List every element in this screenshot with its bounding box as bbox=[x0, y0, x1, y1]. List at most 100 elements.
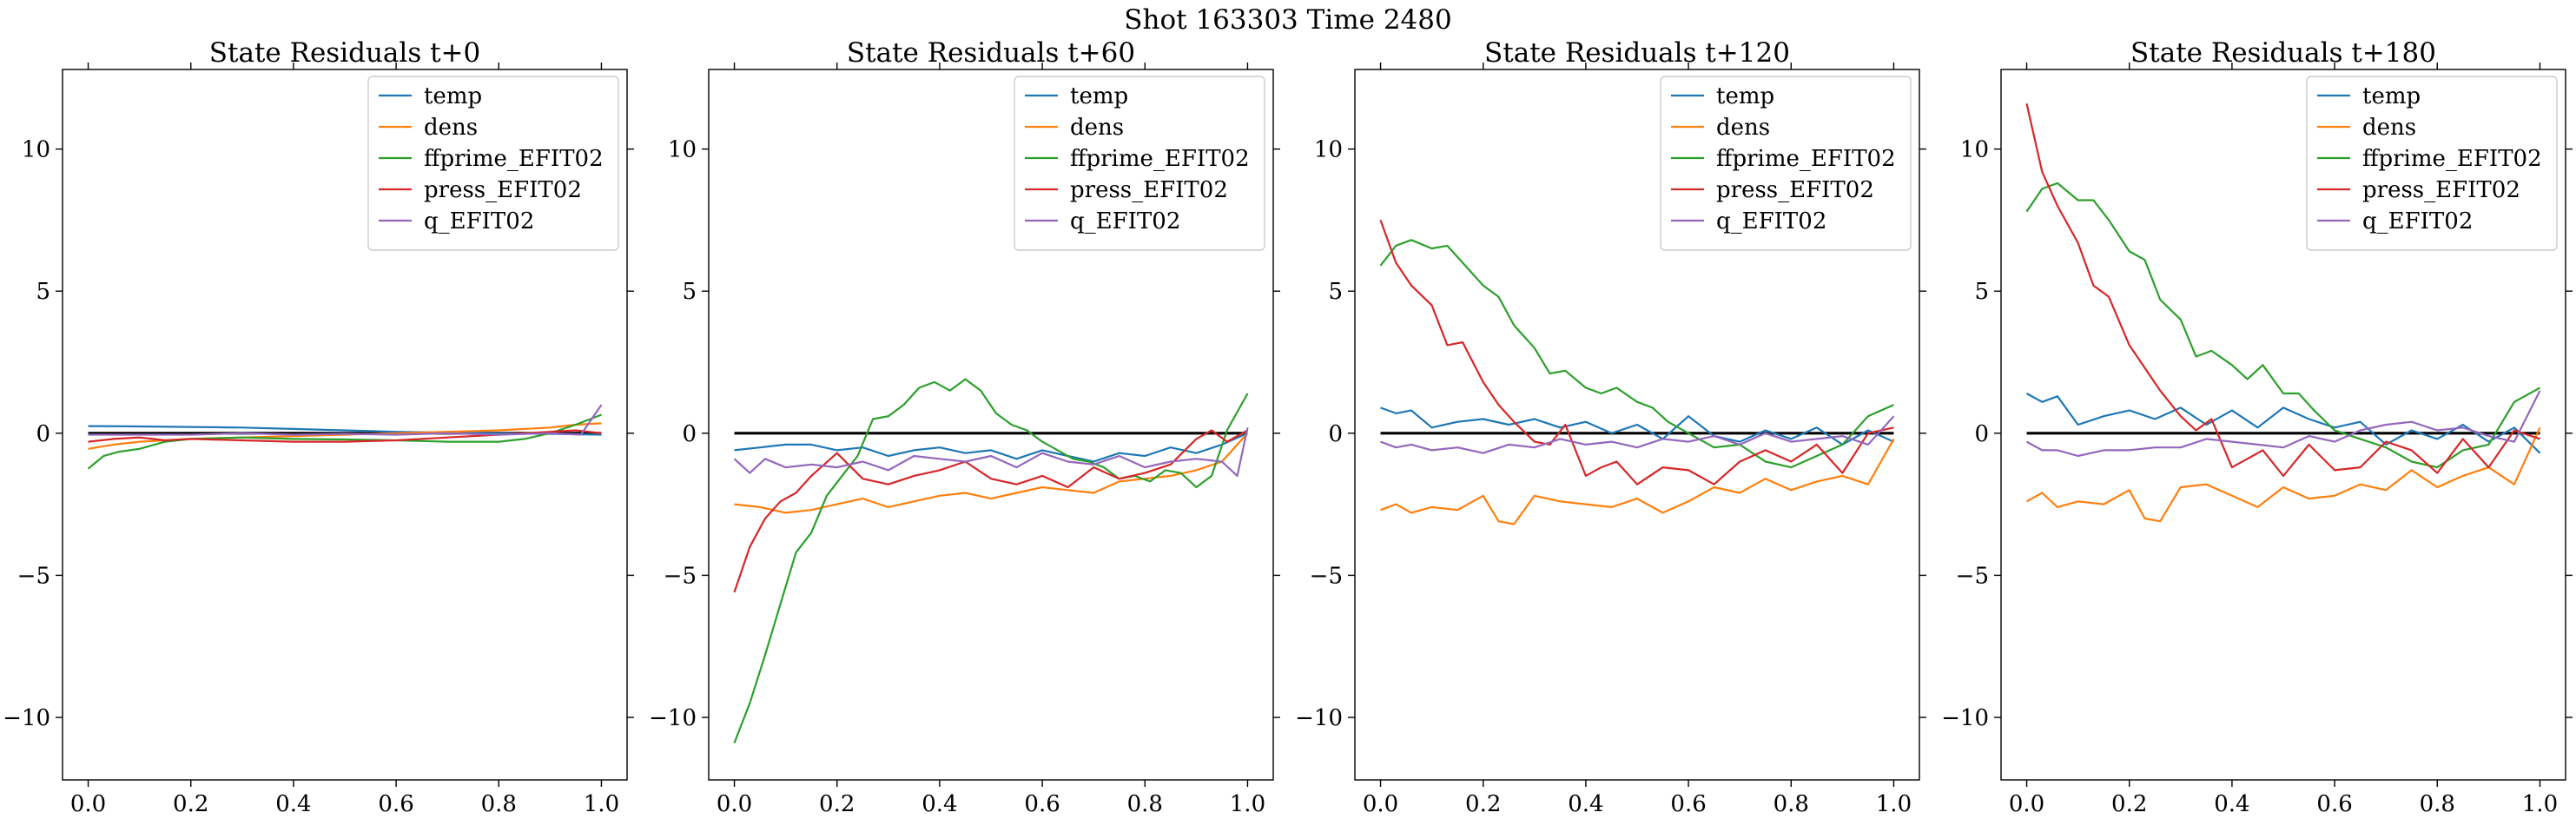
x-tick-label: 1.0 bbox=[1876, 791, 1912, 817]
legend-label: ffprime_EFIT02 bbox=[424, 146, 604, 172]
x-tick-label: 0.8 bbox=[2420, 791, 2455, 817]
x-tick-label: 0.8 bbox=[1773, 791, 1809, 817]
series-line-ffprime-efit02 bbox=[733, 378, 1249, 743]
y-tick-label: 10 bbox=[22, 137, 50, 163]
axes-frame bbox=[1354, 69, 1920, 781]
legend-label: q_EFIT02 bbox=[1716, 208, 1826, 234]
x-tick-label: 0.8 bbox=[481, 791, 517, 817]
y-tick-label: 0 bbox=[682, 421, 697, 447]
series-line-q-efit02 bbox=[1380, 415, 1895, 454]
x-tick-label: 0.6 bbox=[2316, 791, 2352, 817]
series-line-ffprime-efit02 bbox=[87, 413, 602, 470]
legend-label: temp bbox=[424, 83, 482, 109]
subplot-title: State Residuals t+180 bbox=[2130, 37, 2436, 69]
subplots: State Residuals t+0 0.0 0.2 0.4 0.6 0.8 1.0 −10… bbox=[3, 37, 2573, 817]
series-line-ffprime-efit02 bbox=[1379, 239, 1894, 469]
legend-label: temp bbox=[1070, 83, 1128, 109]
x-tick-label: 0.6 bbox=[1670, 791, 1706, 817]
x-tick-label: 1.0 bbox=[1230, 791, 1265, 817]
y-tick-label: 0 bbox=[36, 421, 50, 447]
legend-box bbox=[2306, 76, 2558, 251]
x-tick-label: 0.4 bbox=[2214, 791, 2249, 817]
subplot-1: State Residuals t+0 0.0 0.2 0.4 0.6 0.8 1.0 −10… bbox=[3, 37, 634, 817]
x-tick-label: 0.6 bbox=[378, 791, 413, 817]
y-tick-label: −10 bbox=[1941, 705, 1989, 731]
legend-label: temp bbox=[2362, 83, 2421, 109]
subplot-3: State Residuals t+120 0.0 0.2 0.4 0.6 0.8 1.0 −… bbox=[1295, 37, 1926, 817]
y-tick-label: 0 bbox=[1328, 421, 1343, 447]
series-line-dens bbox=[2025, 426, 2541, 523]
x-tick-label: 0.0 bbox=[717, 791, 752, 817]
legend-label: dens bbox=[1716, 115, 1770, 141]
series-line-dens bbox=[1380, 438, 1895, 525]
x-tick-label: 0.2 bbox=[2111, 791, 2147, 817]
x-tick-label: 0.2 bbox=[1465, 791, 1501, 817]
legend-box bbox=[1014, 76, 1265, 251]
legend-label: ffprime_EFIT02 bbox=[2362, 146, 2542, 172]
x-tick-label: 0.8 bbox=[1127, 791, 1163, 817]
y-tick-label: 10 bbox=[1314, 137, 1343, 163]
y-tick-label: 5 bbox=[1328, 279, 1343, 305]
subplot-4: State Residuals t+180 0.0 0.2 0.4 0.6 0.8 1.0 −… bbox=[1941, 37, 2573, 817]
legend-label: dens bbox=[424, 115, 478, 141]
legend-label: press_EFIT02 bbox=[424, 177, 582, 203]
y-tick-label: 5 bbox=[682, 279, 697, 305]
x-tick-label: 0.4 bbox=[275, 791, 311, 817]
y-tick-label: 0 bbox=[1974, 421, 1989, 447]
legend-label: ffprime_EFIT02 bbox=[1716, 146, 1896, 172]
legend-label: q_EFIT02 bbox=[2362, 208, 2473, 234]
legend-label: q_EFIT02 bbox=[1070, 208, 1180, 234]
series-line-press-efit02 bbox=[733, 429, 1249, 593]
legend: temp dens ffprime_EFIT02 press_EFIT02 q_EFIT… bbox=[367, 76, 619, 251]
subplot-title: State Residuals t+120 bbox=[1484, 37, 1790, 69]
x-tick-label: 0.2 bbox=[819, 791, 855, 817]
x-tick-label: 0.4 bbox=[921, 791, 957, 817]
legend-label: press_EFIT02 bbox=[1716, 177, 1874, 203]
x-tick-label: 0.0 bbox=[1363, 791, 1398, 817]
series-line-temp bbox=[2025, 393, 2541, 454]
x-tick-label: 0.4 bbox=[1568, 791, 1603, 817]
axes-frame bbox=[708, 69, 1274, 781]
series-line-q-efit02 bbox=[88, 404, 603, 436]
legend-label: dens bbox=[2362, 115, 2416, 141]
x-tick-label: 1.0 bbox=[584, 791, 619, 817]
x-tick-label: 1.0 bbox=[2522, 791, 2558, 817]
y-tick-label: −10 bbox=[3, 705, 50, 731]
figure-suptitle: Shot 163303 Time 2480 bbox=[1124, 4, 1451, 36]
series-line-q-efit02 bbox=[733, 427, 1249, 478]
axes-frame bbox=[62, 69, 628, 781]
subplot-title: State Residuals t+60 bbox=[847, 37, 1135, 69]
y-tick-label: 10 bbox=[1960, 137, 1989, 163]
series-line-press-efit02 bbox=[2025, 103, 2540, 478]
series-line-q-efit02 bbox=[2025, 390, 2541, 458]
legend: temp dens ffprime_EFIT02 press_EFIT02 q_EFIT… bbox=[1014, 76, 1265, 251]
y-tick-label: −5 bbox=[1956, 563, 1989, 589]
series-line-press-efit02 bbox=[88, 429, 602, 443]
y-tick-label: −5 bbox=[664, 563, 697, 589]
legend-label: q_EFIT02 bbox=[424, 208, 534, 234]
subplot-2: State Residuals t+60 0.0 0.2 0.4 0.6 0.8 1.0 −1… bbox=[649, 37, 1280, 817]
legend: temp dens ffprime_EFIT02 press_EFIT02 q_EFIT… bbox=[1660, 76, 1912, 251]
legend-label: dens bbox=[1070, 115, 1124, 141]
legend-label: press_EFIT02 bbox=[2362, 177, 2520, 203]
series-line-dens bbox=[734, 433, 1249, 514]
x-tick-label: 0.0 bbox=[2009, 791, 2044, 817]
legend-label: ffprime_EFIT02 bbox=[1070, 146, 1250, 172]
legend-label: temp bbox=[1716, 83, 1774, 109]
series-line-temp bbox=[734, 432, 1248, 463]
y-tick-label: −10 bbox=[1295, 705, 1343, 731]
legend-box bbox=[1660, 76, 1912, 251]
y-tick-label: −10 bbox=[649, 705, 697, 731]
legend-label: press_EFIT02 bbox=[1070, 177, 1228, 203]
y-tick-label: 10 bbox=[668, 137, 697, 163]
series-line-temp bbox=[1380, 406, 1894, 446]
axes-frame bbox=[2000, 69, 2566, 781]
y-tick-label: −5 bbox=[1310, 563, 1343, 589]
subplot-title: State Residuals t+0 bbox=[209, 37, 480, 69]
y-tick-label: −5 bbox=[17, 563, 50, 589]
x-tick-label: 0.6 bbox=[1024, 791, 1060, 817]
x-tick-label: 0.0 bbox=[70, 791, 106, 817]
series-line-press-efit02 bbox=[1379, 220, 1894, 485]
legend-box bbox=[367, 76, 619, 251]
